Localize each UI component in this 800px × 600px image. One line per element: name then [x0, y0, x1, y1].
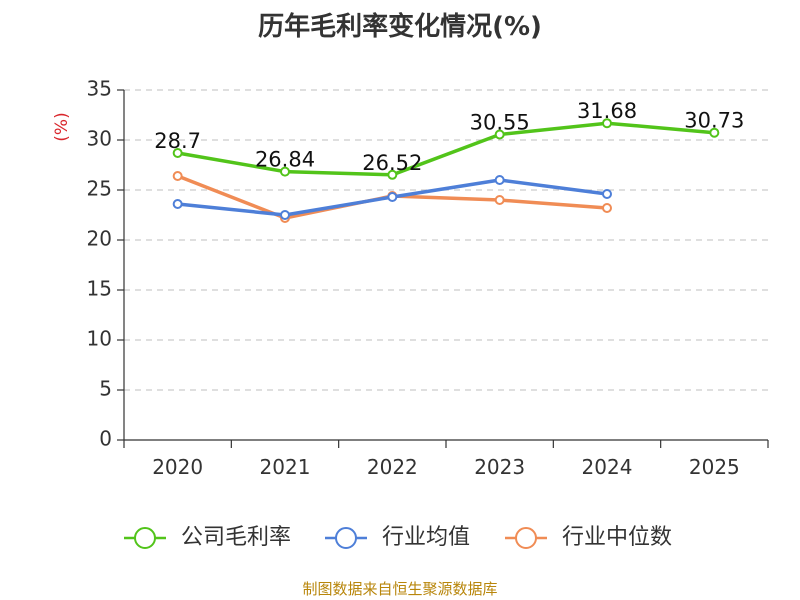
data-label: 30.55 [470, 111, 530, 135]
data-label: 30.73 [684, 109, 744, 133]
x-tick-label: 2020 [152, 455, 203, 479]
data-point [494, 175, 505, 185]
data-point [280, 166, 290, 177]
y-tick-label: 30 [87, 127, 112, 151]
series-line [177, 121, 715, 177]
data-point [602, 189, 612, 199]
data-point [494, 129, 505, 140]
data-point [280, 210, 290, 220]
chart-title: 历年毛利率变化情况(%) [258, 12, 542, 42]
y-axis-label: (%) [52, 112, 72, 141]
y-tick-label: 10 [87, 327, 112, 351]
x-tick-label: 2025 [689, 455, 740, 479]
data-point [172, 148, 183, 158]
legend-marker [134, 527, 156, 549]
y-tick-label: 15 [87, 277, 112, 301]
data-label: 28.7 [154, 129, 201, 153]
data-point [602, 203, 612, 213]
y-tick-label: 20 [87, 227, 112, 251]
data-point [172, 171, 183, 181]
legend-marker [335, 527, 357, 549]
x-tick-label: 2024 [582, 455, 633, 479]
data-point [387, 192, 398, 202]
y-tick-label: 35 [87, 77, 112, 101]
data-point [494, 195, 505, 205]
data-point [387, 169, 398, 180]
legend-marker [515, 527, 537, 549]
data-point [602, 118, 612, 129]
source-footer: 制图数据来自恒生聚源数据库 [302, 580, 498, 598]
data-label: 26.84 [255, 148, 315, 172]
x-tick-label: 2023 [474, 455, 525, 479]
data-point [172, 199, 183, 209]
legend-label: 行业中位数 [562, 525, 672, 550]
x-tick-label: 2022 [367, 455, 418, 479]
data-label: 31.68 [577, 99, 637, 123]
data-point [709, 127, 720, 138]
legend-label: 公司毛利率 [181, 525, 291, 550]
y-tick-label: 0 [99, 427, 112, 451]
x-tick-label: 2021 [260, 455, 311, 479]
y-tick-label: 5 [99, 377, 112, 401]
y-tick-label: 25 [87, 177, 112, 201]
data-label: 26.52 [362, 151, 422, 175]
legend-label: 行业均值 [382, 525, 470, 550]
